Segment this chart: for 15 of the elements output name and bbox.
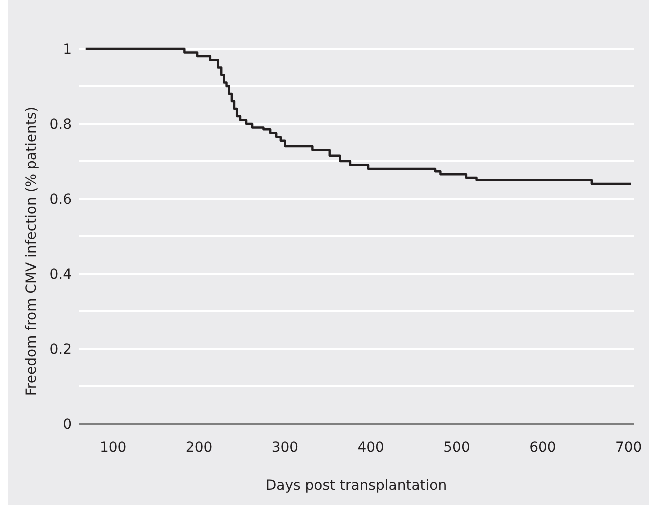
x-tick-label: 700	[615, 440, 642, 456]
x-tick-label: 100	[100, 440, 127, 456]
x-tick-label: 200	[186, 440, 213, 456]
x-tick-label: 600	[530, 440, 556, 456]
y-tick-label: 1	[63, 42, 72, 58]
y-tick-label: 0	[63, 416, 72, 433]
x-tick-label: 400	[358, 440, 384, 456]
y-tick-label: 0.2	[50, 342, 72, 358]
y-axis-title: Freedom from CMV infection (% patients)	[24, 106, 40, 396]
y-tick-label: 0.8	[50, 116, 72, 133]
y-tick-label: 0.6	[50, 192, 72, 208]
y-tick-label: 0.4	[50, 266, 72, 283]
x-tick-label: 500	[444, 440, 470, 456]
x-axis-title: Days post transplantation	[266, 478, 448, 494]
x-tick-label: 300	[272, 440, 299, 456]
